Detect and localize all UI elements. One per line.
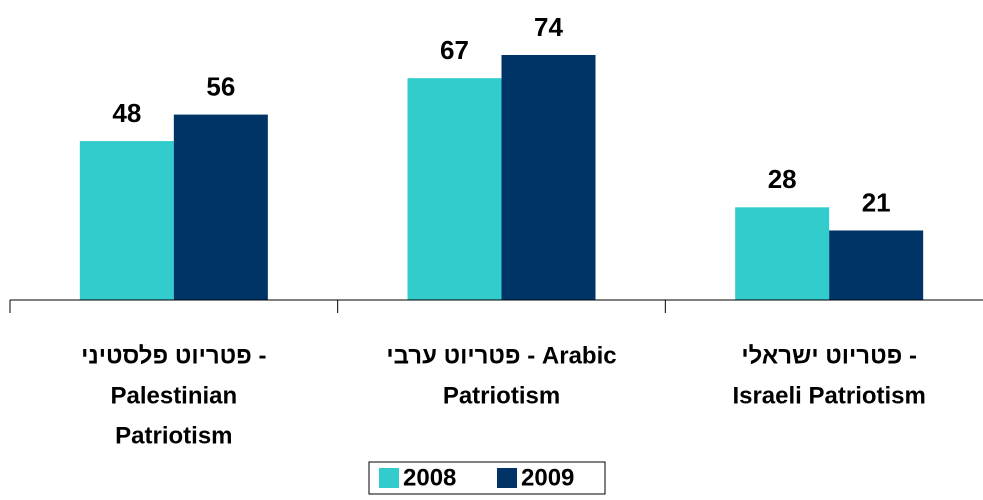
x-tick-label: פטריוט פלסטיני - [81,342,266,369]
legend-swatch [497,468,517,488]
data-label: 28 [768,164,797,194]
x-tick-label: Patriotism [443,382,560,409]
data-label: 67 [440,35,469,65]
x-tick-label: Israeli Patriotism [732,382,925,409]
x-tick-label: Patriotism [115,422,232,449]
data-label: 74 [534,12,563,42]
x-tick-label: פטריוט ישראלי - [741,342,917,369]
data-label: 21 [862,187,891,217]
bar [501,55,596,300]
bar [735,207,830,300]
bar [79,141,174,300]
data-label: 56 [206,71,235,101]
legend-label: 2008 [403,464,456,491]
x-tick-label: Palestinian [110,382,237,409]
bar [173,114,268,300]
x-tick-label: פטריוט ערבי - Arabic [386,342,616,369]
legend-swatch [379,468,399,488]
legend-box [368,461,606,495]
legend-label: 2009 [521,464,574,491]
bar [829,230,924,300]
bar [407,78,502,300]
data-label: 48 [112,98,141,128]
